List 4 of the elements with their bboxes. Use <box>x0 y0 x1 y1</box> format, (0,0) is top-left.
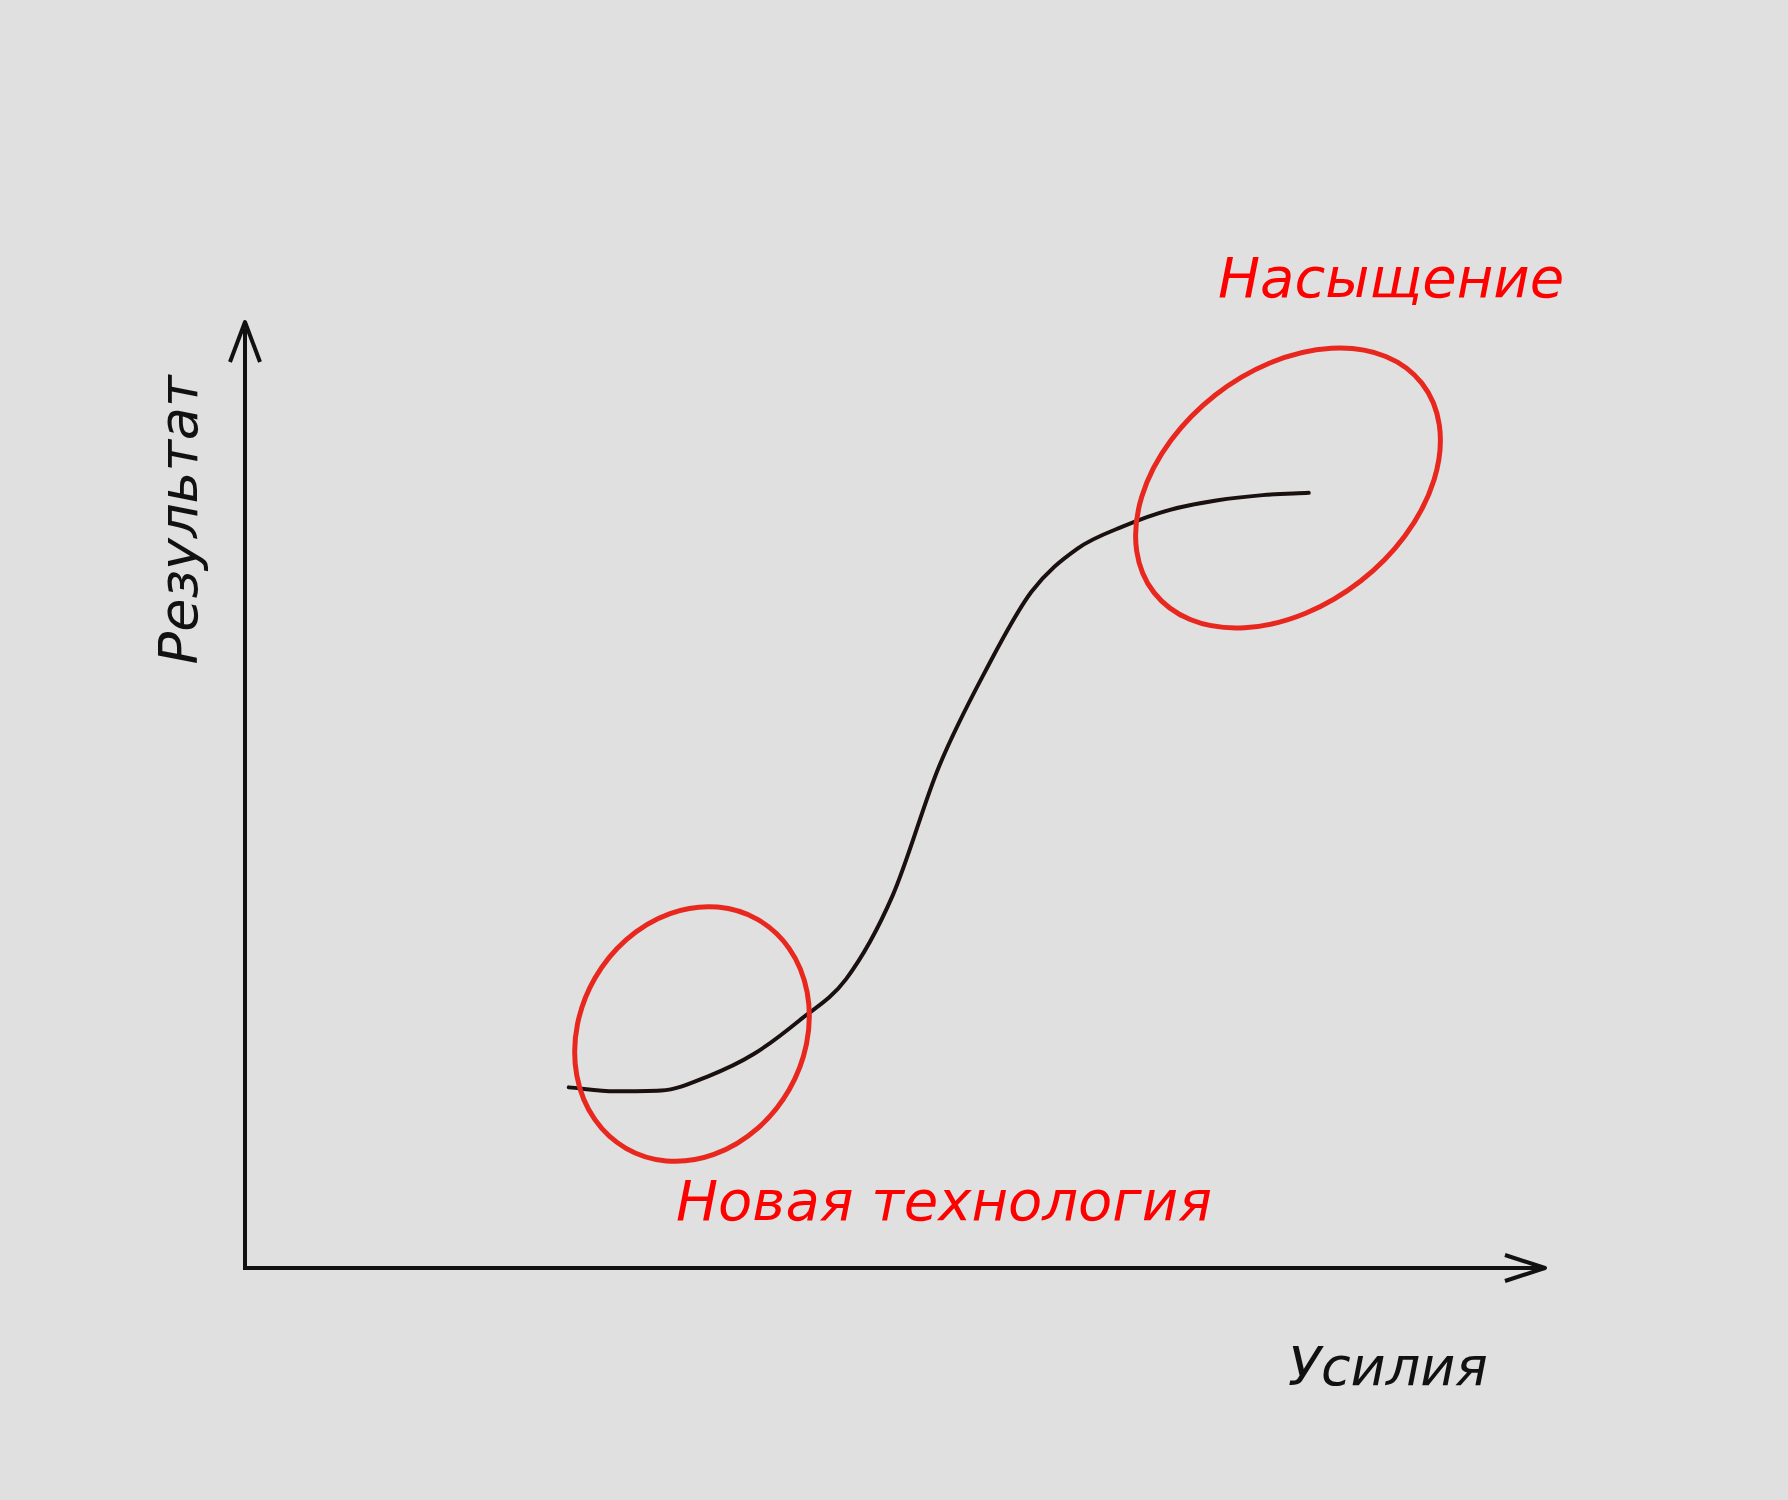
y-axis-title: Результат <box>146 375 210 665</box>
annotation: Новая технология <box>676 1168 1212 1233</box>
text: Насыщение <box>1218 245 1565 310</box>
x-axis-title: Усилия <box>1288 1335 1488 1398</box>
